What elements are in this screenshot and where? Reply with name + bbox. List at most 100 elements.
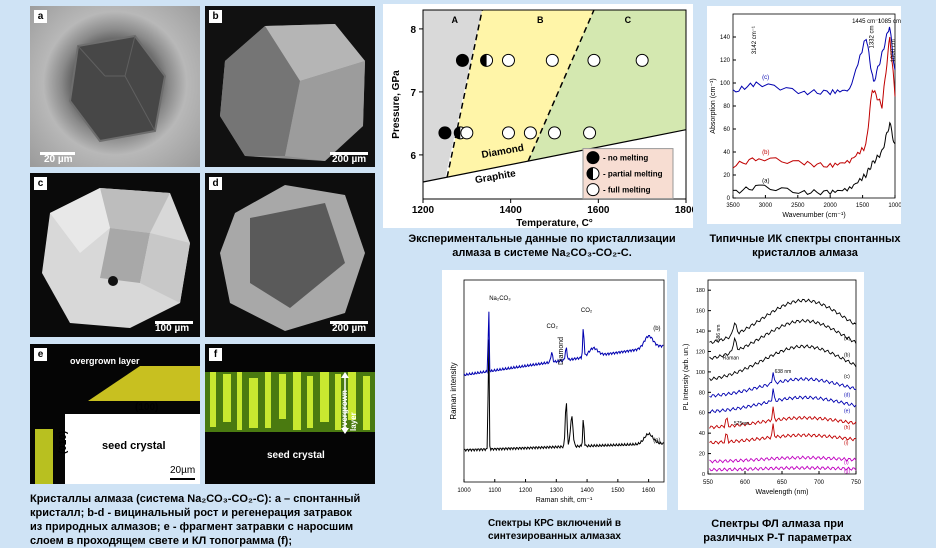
legend-marker <box>586 183 600 197</box>
x-tick-label: 750 <box>851 480 862 486</box>
series-label: (b) <box>844 353 850 359</box>
spectrum-line <box>709 388 857 414</box>
photo-label: a <box>34 10 47 23</box>
data-point-half <box>480 54 487 67</box>
x-tick-label: 1000 <box>457 488 471 494</box>
photo-label: d <box>209 177 222 190</box>
peak-annotation: 1085 cm <box>878 19 901 25</box>
x-tick-label: 1000 <box>888 203 901 209</box>
caption-line: Спектры КРС включений в <box>487 518 622 529</box>
scale-text: 20 µm <box>44 154 73 165</box>
x-tick-label: 700 <box>814 480 825 486</box>
x-tick-label: 1400 <box>500 205 523 216</box>
series-label: (e) <box>844 409 850 415</box>
y-tick-label: 120 <box>696 349 705 355</box>
y-tick-label: 120 <box>720 58 731 64</box>
phase-diagram-panel: ABCDiamondGraphite1200140016001800678Tem… <box>383 4 698 229</box>
data-point <box>548 126 561 140</box>
y-tick-label: 140 <box>720 35 731 41</box>
face-100-label: (100) <box>135 402 159 413</box>
ir-caption: Типичные ИК спектры спонтанных кристалло… <box>705 232 905 260</box>
series-label: (c) <box>762 75 769 81</box>
peak-annotation: 575nm <box>734 421 749 427</box>
data-point <box>501 53 515 67</box>
y-tick-label: 20 <box>723 173 730 179</box>
spectrum-line <box>709 406 857 430</box>
y-tick-label: 160 <box>696 309 705 315</box>
boundary-bc <box>527 9 595 162</box>
ir-spectra-panel: 3500 3000 2500 2000 1500 1000 0 20 40 60 80 100 120 1… <box>707 6 902 224</box>
scale-text: 200 µm <box>332 154 367 165</box>
data-point <box>455 53 469 67</box>
seed-crystal-label: seed crystal <box>267 450 325 461</box>
x-tick-label: 600 <box>740 480 751 486</box>
peak-annotation: 638 nm <box>775 369 792 375</box>
peak-annotation: CO₂ <box>581 308 593 314</box>
x-axis-label: Wavenumber (cm⁻¹) <box>782 212 845 219</box>
x-tick-label: 2000 <box>824 203 838 209</box>
photo-d: d 200 µm <box>205 173 375 337</box>
caption-line: Кристаллы алмаза (система Na₂CO₃-CO₂-C):… <box>30 493 361 505</box>
spectrum-line <box>709 344 857 382</box>
diamond-graphite-boundary <box>422 129 687 183</box>
data-point <box>587 53 601 67</box>
region-label-c: C <box>625 15 632 25</box>
caption-line: Типичные ИК спектры спонтанных <box>709 233 901 245</box>
peak-annotation: 586 nm <box>716 325 722 342</box>
peak-annotation: Na₂CO₃ <box>489 296 511 302</box>
peak-annotation: 1000 cm <box>891 39 897 62</box>
data-point <box>635 53 649 67</box>
plot-frame <box>463 279 665 483</box>
peak-annotation: 1332 cm <box>869 25 875 48</box>
spectrum-line <box>709 423 857 445</box>
spectrum-line <box>463 311 664 377</box>
ir-spectra-chart: 3500 3000 2500 2000 1500 1000 0 20 40 60 80 100 120 1… <box>710 13 902 219</box>
y-tick-label: 60 <box>723 127 730 133</box>
y-tick-label: 8 <box>410 25 416 36</box>
series-label: (b) <box>762 150 769 156</box>
raman-spectra-chart: 1000 1100 1200 1300 1400 1500 1600 Raman shift,… <box>449 279 665 504</box>
seed-crystal-label: seed crystal <box>102 440 166 452</box>
caption-line: слоем в проходящем свете и КЛ топограмма… <box>30 535 293 547</box>
scale-bar <box>155 321 193 324</box>
photo-a: a 20 µm <box>30 6 200 167</box>
boundary-ab <box>446 9 483 178</box>
y-tick-label: 180 <box>696 288 705 294</box>
y-tick-label: 20 <box>699 452 705 458</box>
x-tick-label: 3500 <box>726 203 740 209</box>
region-c <box>528 10 686 162</box>
spectrum-line <box>709 318 857 361</box>
y-tick-label: 100 <box>720 81 731 87</box>
region-label-b: B <box>537 15 544 25</box>
raman-caption: Спектры КРС включений в синтезированных … <box>447 517 662 543</box>
spectrum-line <box>732 121 896 196</box>
legend-entry: - no melting <box>603 154 648 163</box>
scale-bar <box>170 478 195 480</box>
photo-f: f overgrown layer seed crystal <box>205 344 375 484</box>
peak-annotation: Raman <box>723 356 739 362</box>
spectrum-line <box>463 339 664 453</box>
spectrum-line <box>709 372 857 398</box>
x-tick-label: 1500 <box>611 488 625 494</box>
series-label: (c) <box>844 374 850 380</box>
data-point <box>545 53 559 67</box>
scale-bar <box>330 321 368 324</box>
data-point <box>501 126 515 140</box>
photo-label: c <box>34 177 47 190</box>
pl-spectra-chart: 550 600 650 700 750 0 20 40 60 80 100 120 140 160 180 W… <box>683 279 862 496</box>
data-point <box>583 126 597 140</box>
plot-frame <box>422 9 687 200</box>
photo-e: e overgrown layer (100) (010) seed cryst… <box>30 344 200 484</box>
region-label-a: A <box>451 15 458 25</box>
y-tick-label: 60 <box>699 411 705 417</box>
caption-line: из природных алмазов; e - фрагмент затра… <box>30 521 354 533</box>
spectrum-line <box>709 298 857 344</box>
peak-annotation: CO₂ <box>546 324 558 330</box>
peak-annotation: 1445 cm⁻¹ <box>852 19 880 25</box>
legend-marker <box>586 151 600 165</box>
scale-bar <box>40 152 75 155</box>
legend-marker-half <box>586 167 593 180</box>
x-axis-label: Raman shift, cm⁻¹ <box>536 497 593 504</box>
caption-line: кристаллов алмаза <box>752 247 858 259</box>
photo-c: c 100 µm <box>30 173 200 337</box>
